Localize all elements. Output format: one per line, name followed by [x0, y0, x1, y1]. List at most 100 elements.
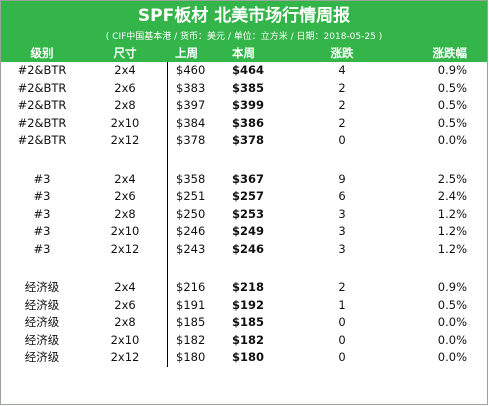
cell-grade: #2&BTR — [17, 133, 67, 147]
cell-grade: 经济级 — [24, 315, 60, 329]
table-row: 经济级 2x10 $182 $182 0 0.0% — [1, 331, 487, 349]
cell-this-week: $399 — [232, 98, 265, 112]
spacer-cell — [374, 150, 487, 171]
cell-change: 3 — [338, 206, 346, 221]
cell-size: 2x6 — [114, 80, 136, 95]
cell-size: 2x10 — [110, 332, 140, 347]
cell-size: 2x4 — [114, 171, 136, 186]
cell-change-pct: 0.5% — [437, 115, 467, 130]
cell-change: 6 — [338, 189, 346, 203]
cell-change: 2 — [338, 280, 346, 294]
cell-last-week: $460 — [167, 62, 224, 80]
table-row: #2&BTR 2x8 $397 $399 2 0.5% — [1, 97, 487, 115]
cell-grade: 经济级 — [24, 297, 60, 312]
cell-size: 2x12 — [110, 133, 140, 147]
spacer-cell — [310, 258, 374, 279]
column-header-change: 涨跌 — [330, 46, 354, 60]
spacer-cell — [224, 258, 310, 279]
column-header-change-pct: 涨跌幅 — [432, 46, 468, 60]
cell-change: 4 — [338, 63, 346, 77]
cell-last-week: $243 — [167, 240, 224, 258]
cell-this-week: $367 — [232, 171, 265, 186]
cell-last-week: $191 — [167, 296, 224, 314]
cell-last-week: $397 — [167, 97, 224, 115]
cell-this-week: $464 — [232, 63, 265, 77]
cell-change-pct: 1.2% — [437, 224, 467, 238]
cell-change-pct: 2.5% — [437, 171, 467, 186]
cell-grade: #2&BTR — [17, 115, 67, 130]
cell-grade: #2&BTR — [17, 63, 67, 77]
table-row: #3 2x6 $251 $257 6 2.4% — [1, 188, 487, 206]
cell-this-week: $192 — [232, 297, 265, 312]
cell-this-week: $218 — [232, 280, 265, 294]
cell-change: 0 — [338, 315, 346, 329]
spacer-cell — [310, 150, 374, 171]
cell-grade: 经济级 — [24, 280, 60, 294]
table-row: #2&BTR 2x6 $383 $385 2 0.5% — [1, 79, 487, 97]
cell-change: 9 — [338, 171, 346, 186]
cell-this-week: $257 — [232, 189, 265, 203]
table-row: 经济级 2x8 $185 $185 0 0.0% — [1, 314, 487, 332]
spacer-cell — [83, 150, 167, 171]
cell-this-week: $185 — [232, 315, 265, 329]
spacer-cell — [374, 258, 487, 279]
cell-size: 2x8 — [114, 206, 136, 221]
column-header-size: 尺寸 — [113, 46, 137, 60]
cell-this-week: $249 — [232, 224, 265, 238]
cell-last-week: $251 — [167, 188, 224, 206]
cell-last-week: $250 — [167, 205, 224, 223]
cell-size: 2x10 — [110, 224, 140, 238]
cell-change-pct: 0.9% — [437, 63, 467, 77]
cell-this-week: $378 — [232, 133, 265, 147]
cell-change: 0 — [338, 133, 346, 147]
report-subtitle: ( CIF中国基本港 / 货币：美元 / 单位：立方米 / 日期：2018-05… — [105, 32, 383, 42]
cell-change-pct: 0.9% — [437, 280, 467, 294]
cell-size: 2x6 — [114, 189, 136, 203]
cell-change-pct: 0.5% — [437, 98, 467, 112]
cell-size: 2x4 — [114, 280, 136, 294]
cell-grade: #3 — [33, 241, 51, 256]
cell-grade: #3 — [33, 189, 51, 203]
cell-grade: #2&BTR — [17, 98, 67, 112]
cell-size: 2x12 — [110, 350, 140, 364]
cell-change-pct: 0.5% — [437, 297, 467, 312]
cell-last-week: $384 — [167, 114, 224, 132]
cell-last-week: $180 — [167, 349, 224, 367]
table-row: #2&BTR 2x10 $384 $386 2 0.5% — [1, 114, 487, 132]
column-header-row: 级别 尺寸 上周 本周 涨跌 涨跌幅 — [1, 45, 487, 62]
spacer-cell — [167, 149, 224, 171]
cell-this-week: $253 — [232, 206, 265, 221]
cell-size: 2x4 — [114, 63, 136, 77]
table-row: #2&BTR 2x12 $378 $378 0 0.0% — [1, 132, 487, 150]
cell-size: 2x10 — [110, 115, 140, 130]
cell-change-pct: 0.5% — [437, 80, 467, 95]
table-row: 经济级 2x4 $216 $218 2 0.9% — [1, 279, 487, 297]
cell-last-week: $378 — [167, 132, 224, 150]
cell-this-week: $386 — [232, 115, 265, 130]
cell-this-week: $180 — [232, 350, 265, 364]
cell-change: 0 — [338, 350, 346, 364]
cell-grade: #3 — [33, 171, 51, 186]
spacer-cell — [1, 258, 83, 279]
spacer-cell — [1, 150, 83, 171]
table-row: 经济级 2x12 $180 $180 0 0.0% — [1, 349, 487, 367]
group-spacer — [1, 149, 487, 171]
cell-change-pct: 0.0% — [437, 315, 467, 329]
cell-change: 0 — [338, 332, 346, 347]
column-header-last-week: 上周 — [175, 46, 198, 60]
spacer-cell — [167, 258, 224, 279]
cell-last-week: $358 — [167, 170, 224, 188]
cell-change: 2 — [338, 115, 346, 130]
cell-grade: #3 — [33, 206, 51, 221]
cell-size: 2x8 — [114, 315, 136, 329]
cell-last-week: $383 — [167, 79, 224, 97]
spacer-cell — [83, 258, 167, 279]
cell-change: 3 — [338, 241, 346, 256]
column-header-grade: 级别 — [30, 46, 54, 60]
cell-last-week: $185 — [167, 314, 224, 332]
table-row: 经济级 2x6 $191 $192 1 0.5% — [1, 296, 487, 314]
cell-last-week: $246 — [167, 223, 224, 241]
cell-size: 2x8 — [114, 98, 136, 112]
cell-size: 2x6 — [114, 297, 136, 312]
cell-change-pct: 0.0% — [437, 350, 467, 364]
